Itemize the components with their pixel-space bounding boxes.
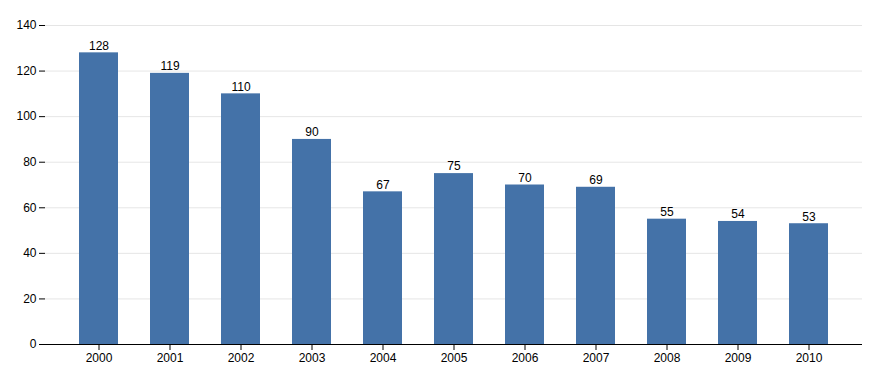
svg-text:120: 120 [16,64,36,78]
svg-text:2009: 2009 [725,351,752,365]
svg-text:80: 80 [23,155,37,169]
svg-text:100: 100 [16,109,36,123]
svg-text:2006: 2006 [512,351,539,365]
svg-text:20: 20 [23,292,37,306]
svg-text:90: 90 [305,125,319,139]
svg-text:140: 140 [16,18,36,32]
svg-text:2008: 2008 [654,351,681,365]
svg-text:40: 40 [23,246,37,260]
svg-text:67: 67 [376,178,390,192]
svg-text:55: 55 [660,205,674,219]
svg-text:60: 60 [23,201,37,215]
svg-text:128: 128 [89,39,109,53]
svg-text:2005: 2005 [441,351,468,365]
svg-text:69: 69 [589,173,603,187]
svg-text:2002: 2002 [228,351,255,365]
svg-text:2007: 2007 [583,351,610,365]
svg-text:0: 0 [30,337,37,351]
svg-text:2003: 2003 [299,351,326,365]
svg-text:119: 119 [160,59,179,73]
svg-text:70: 70 [518,171,532,185]
svg-text:2001: 2001 [157,351,184,365]
svg-text:2010: 2010 [796,351,823,365]
svg-text:53: 53 [802,210,816,224]
svg-text:110: 110 [231,80,250,94]
svg-text:75: 75 [447,159,461,173]
svg-text:2004: 2004 [370,351,397,365]
svg-text:54: 54 [731,207,745,221]
svg-text:2000: 2000 [86,351,113,365]
